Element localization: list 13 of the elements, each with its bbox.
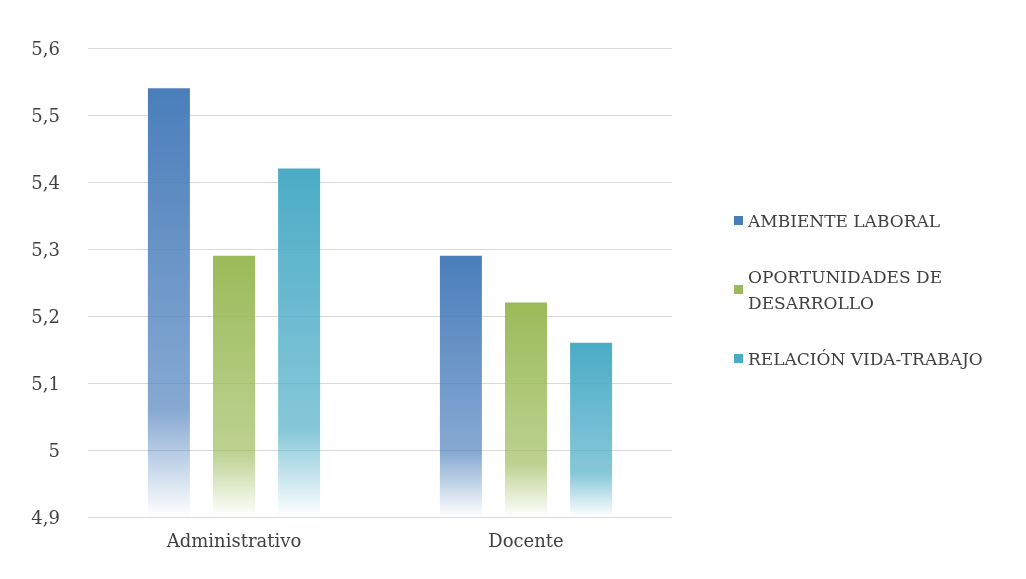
- y-tick-label: 5: [48, 439, 60, 461]
- y-tick-label: 5,3: [31, 238, 60, 260]
- x-tick-label: Administrativo: [165, 529, 302, 551]
- legend-label: AMBIENTE LABORAL: [747, 210, 941, 231]
- x-tick-label: Docente: [488, 529, 564, 551]
- y-tick-label: 5,2: [31, 305, 60, 327]
- y-tick-label: 5,6: [31, 37, 60, 59]
- legend-label: OPORTUNIDADES DE DESARROLLO: [748, 266, 948, 313]
- y-tick-label: 5,1: [31, 372, 60, 394]
- y-tick-label: 5,5: [31, 104, 60, 126]
- legend-label: RELACIÓN VIDA-TRABAJO: [748, 348, 983, 369]
- y-tick-label: 4,9: [31, 506, 60, 528]
- y-tick-label: 5,4: [31, 171, 60, 193]
